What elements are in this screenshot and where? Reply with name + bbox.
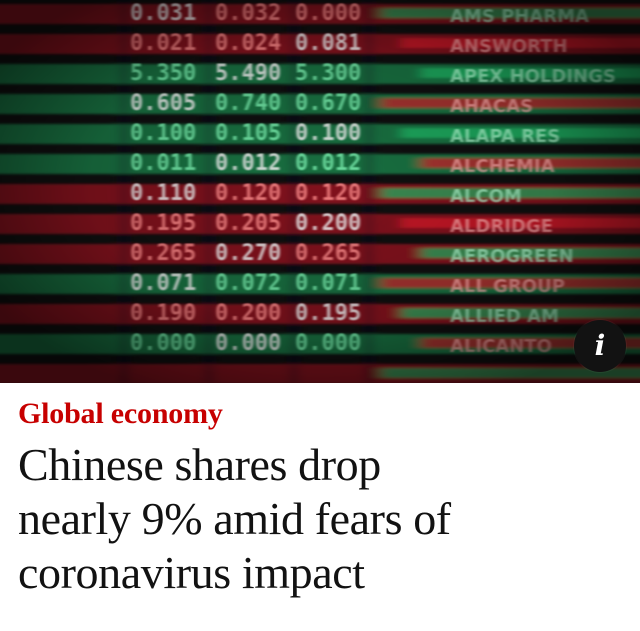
headline-line: coronavirus impact	[18, 547, 365, 598]
stock-ticker-board: 0.0310.0320.0000.0210.0240.0815.3505.490…	[0, 0, 640, 383]
section-kicker[interactable]: Global economy	[18, 397, 223, 430]
article-text: Global economy Chinese shares drop nearl…	[18, 396, 624, 600]
headline-line: nearly 9% amid fears of	[18, 493, 451, 544]
article-image[interactable]: 0.0310.0320.0000.0210.0240.0815.3505.490…	[0, 0, 640, 383]
headline-line: Chinese shares drop	[18, 439, 381, 490]
info-icon: i	[594, 329, 606, 362]
article-headline[interactable]: Chinese shares drop nearly 9% amid fears…	[18, 438, 624, 600]
info-button[interactable]: i	[574, 320, 626, 372]
